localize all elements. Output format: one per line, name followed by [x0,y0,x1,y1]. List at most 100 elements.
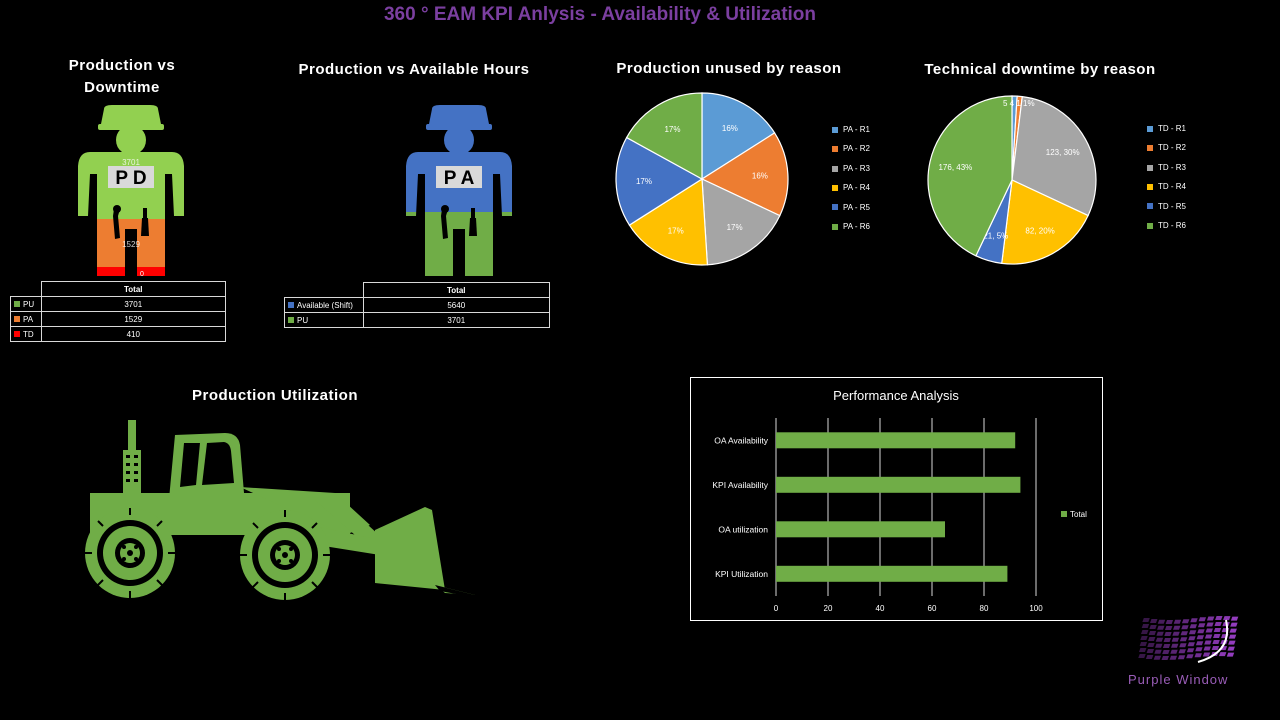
brand-name: Purple Window [1128,672,1229,687]
pie2-small-label: 5 4 1 1% [1003,99,1035,108]
logo-tile [1206,622,1214,627]
logo-tile [1181,625,1189,630]
logo-tile [1139,642,1148,646]
logo-tile [1213,634,1221,638]
pie-slice [625,92,703,181]
logo-tile [1164,632,1172,636]
pie-data-label: 21, 5% [983,232,1008,241]
pie-slice [615,136,704,226]
legend-label: TD - R4 [1158,182,1186,192]
legend-label: PA - R3 [843,163,870,173]
legend-item: TD - R2 [1147,142,1186,161]
legend-swatch [1147,203,1153,210]
legend-swatch [832,185,838,192]
logo-tile [1140,630,1149,634]
logo-tile [1165,620,1174,624]
logo-tile [1171,637,1180,642]
logo-tile [1205,628,1213,633]
pie-slice [1011,95,1097,217]
logo-tile [1162,644,1171,648]
pie-production-unused: 16% 16% 17% 17% 17% 17% [615,92,789,266]
logo-tile [1181,619,1190,624]
legend-item: PA - R4 [832,182,870,201]
pa-row-key: Available (Shift) [297,300,353,310]
pie-slice [927,95,1013,257]
logo-tile [1154,649,1162,654]
logo-tile [1195,647,1203,652]
pa-swatch [14,316,20,323]
pd-figure-label: P D [115,168,146,189]
loader-truck-icon [85,420,478,600]
logo-tile [1140,636,1148,640]
pie-data-label: 17% [664,125,680,134]
pie2-legend: TD - R1 TD - R2 TD - R3 TD - R4 TD - R5 TD - … [1147,123,1186,239]
legend-swatch [1061,511,1067,517]
logo-tile [1229,628,1237,633]
category-label: OA Availability [714,435,768,445]
logo-tile [1194,653,1202,658]
x-tick-label: 100 [1029,604,1043,613]
legend-swatch [1147,125,1153,132]
pd-row-value: 1529 [40,311,226,327]
logo-tile [1230,622,1238,627]
logo-tile [1178,649,1186,654]
table-row: TD 410 [10,326,226,342]
pu-swatch [14,301,20,308]
screwdriver-icon [469,208,477,236]
perf-chart-title: Performance Analysis [833,388,959,403]
legend-label: PA - R2 [843,144,870,154]
pie-slice [701,178,781,266]
bar [776,476,1021,493]
pd-figure-value-mid: 1529 [122,240,140,249]
pa-table-header: Total [362,282,550,298]
legend-swatch [1147,145,1153,152]
pd-label-plate [108,166,154,188]
x-tick-label: 60 [928,604,937,613]
pd-row-value: 3701 [40,296,226,312]
logo-tile [1211,646,1220,650]
category-label: OA utilization [718,524,768,534]
pd-row-key: PA [23,314,34,324]
pie-slice [1001,179,1089,265]
prod-vs-downtime-title: Production vs Downtime [52,55,192,99]
logo-tile [1215,616,1223,620]
logo-tile [1153,655,1162,660]
production-utilization-title: Production Utilization [192,387,358,404]
pie-data-label: 123, 30% [1046,148,1080,157]
pa-table-wrap: Total Available (Shift) 5640 PU 3701 [284,282,550,328]
logo-tile [1179,637,1188,642]
logo-tile [1198,617,1207,622]
logo-tile [1147,637,1156,641]
pd-figure-value-bot: 0 [140,271,144,278]
logo-tile [1190,618,1198,623]
legend-item: TD - R3 [1147,162,1186,181]
logo-tile [1212,640,1220,644]
prod-vs-available-title: Production vs Available Hours [298,61,530,78]
legend-label: TD - R6 [1158,220,1186,230]
available-swatch [288,302,294,309]
pie-data-label: 82, 20% [1025,227,1054,236]
logo-tile [1180,631,1189,636]
worker-figure-pa: P A [406,105,512,276]
logo-tile [1170,649,1178,654]
bar [776,432,1016,449]
logo-tile [1172,631,1180,636]
wrench-icon [441,205,449,239]
pd-row-key: TD [23,329,34,339]
logo-tile [1169,655,1178,660]
screwdriver-icon [141,208,149,236]
legend-swatch [832,204,838,211]
legend-item: TD - R5 [1147,201,1186,220]
legend-swatch [832,126,838,133]
logo-tile [1162,650,1170,654]
legend-item: TD - R6 [1147,220,1186,239]
worker-figure-pd: P D 3701 1529 0 [78,105,184,278]
logo-tile [1228,634,1237,639]
logo-tile [1149,619,1158,623]
legend-label: PA - R6 [843,221,870,231]
bar [776,521,945,538]
logo-tile [1197,629,1205,634]
logo-tile [1149,625,1157,629]
legend-item: PA - R1 [832,124,870,143]
legend-item: PA - R3 [832,163,870,182]
